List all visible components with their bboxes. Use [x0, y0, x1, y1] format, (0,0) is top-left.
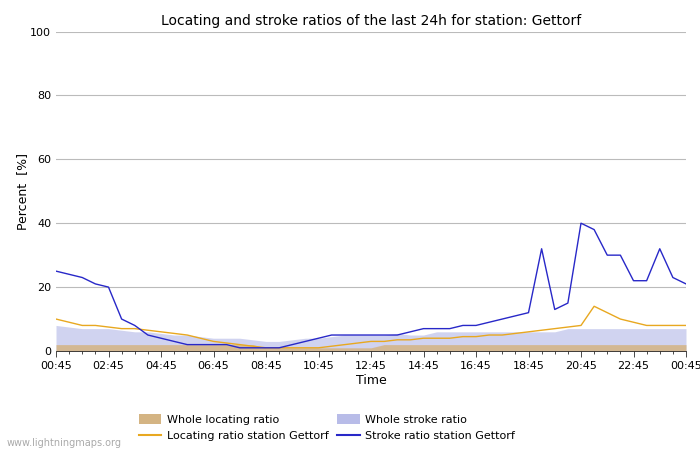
- Y-axis label: Percent  [%]: Percent [%]: [15, 153, 29, 230]
- Legend: Whole locating ratio, Locating ratio station Gettorf, Whole stroke ratio, Stroke: Whole locating ratio, Locating ratio sta…: [139, 414, 515, 441]
- Title: Locating and stroke ratios of the last 24h for station: Gettorf: Locating and stroke ratios of the last 2…: [161, 14, 581, 27]
- X-axis label: Time: Time: [356, 374, 386, 387]
- Text: www.lightningmaps.org: www.lightningmaps.org: [7, 438, 122, 448]
